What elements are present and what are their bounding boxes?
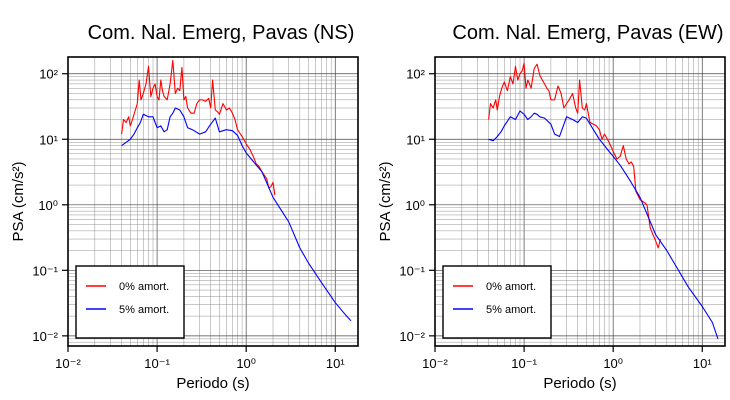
y-tick-label: 10⁻²	[399, 329, 425, 344]
x-tick-label: 10⁰	[236, 356, 256, 371]
y-tick-label: 10²	[39, 67, 58, 82]
series-line-damped	[488, 110, 719, 339]
legend-label: 0% amort.	[119, 281, 169, 293]
chart-panel-2: 10⁻² 10⁻¹ 10⁰ 10¹ 10⁻² 10⁻¹ 10⁰ 10¹ 10² Com. Nal.…	[377, 22, 726, 392]
x-axis-label: Periodo (s)	[543, 375, 616, 392]
y-tick-label: 10⁰	[38, 198, 58, 213]
x-tick-label: 10¹	[693, 356, 712, 371]
x-tick-label: 10⁰	[603, 356, 623, 371]
chart-panel-1: 10⁻² 10⁻¹ 10⁰ 10¹ 10⁻² 10⁻¹ 10⁰ 10¹ 10² Com. Nal.…	[10, 22, 359, 392]
series-line-undamped	[121, 59, 276, 196]
y-tick-label: 10¹	[406, 132, 425, 147]
y-axis-label: PSA (cm/s²)	[10, 161, 27, 241]
x-tick-label: 10⁻²	[55, 356, 81, 371]
chart-title: Com. Nal. Emerg, Pavas (EW)	[452, 22, 723, 44]
x-tick-label: 10⁻¹	[144, 356, 170, 371]
chart-title: Com. Nal. Emerg, Pavas (NS)	[88, 22, 355, 44]
series-line-undamped	[488, 62, 662, 249]
tick-marks	[429, 73, 703, 352]
plot-frame	[67, 56, 359, 347]
x-tick-label: 10⁻¹	[511, 356, 537, 371]
y-tick-label: 10¹	[39, 132, 58, 147]
legend-box	[75, 265, 185, 339]
series-group	[488, 62, 719, 339]
y-tick-label: 10⁰	[405, 198, 425, 213]
legend: 0% amort. 5% amort.	[75, 265, 185, 339]
x-tick-label: 10⁻²	[422, 356, 448, 371]
legend: 0% amort. 5% amort.	[442, 265, 552, 339]
y-tick-label: 10⁻¹	[399, 263, 425, 278]
x-tick-label: 10¹	[326, 356, 345, 371]
series-group	[121, 59, 352, 322]
legend-label: 5% amort.	[486, 304, 536, 316]
legend-box	[442, 265, 552, 339]
legend-label: 0% amort.	[486, 281, 536, 293]
tick-marks	[62, 73, 336, 352]
y-tick-label: 10⁻²	[32, 329, 58, 344]
plot-frame	[434, 56, 726, 347]
x-axis-label: Periodo (s)	[176, 375, 249, 392]
y-tick-label: 10⁻¹	[32, 263, 58, 278]
series-line-damped	[121, 107, 352, 322]
y-axis-label: PSA (cm/s²)	[377, 161, 394, 241]
legend-label: 5% amort.	[119, 304, 169, 316]
y-tick-label: 10²	[406, 67, 425, 82]
